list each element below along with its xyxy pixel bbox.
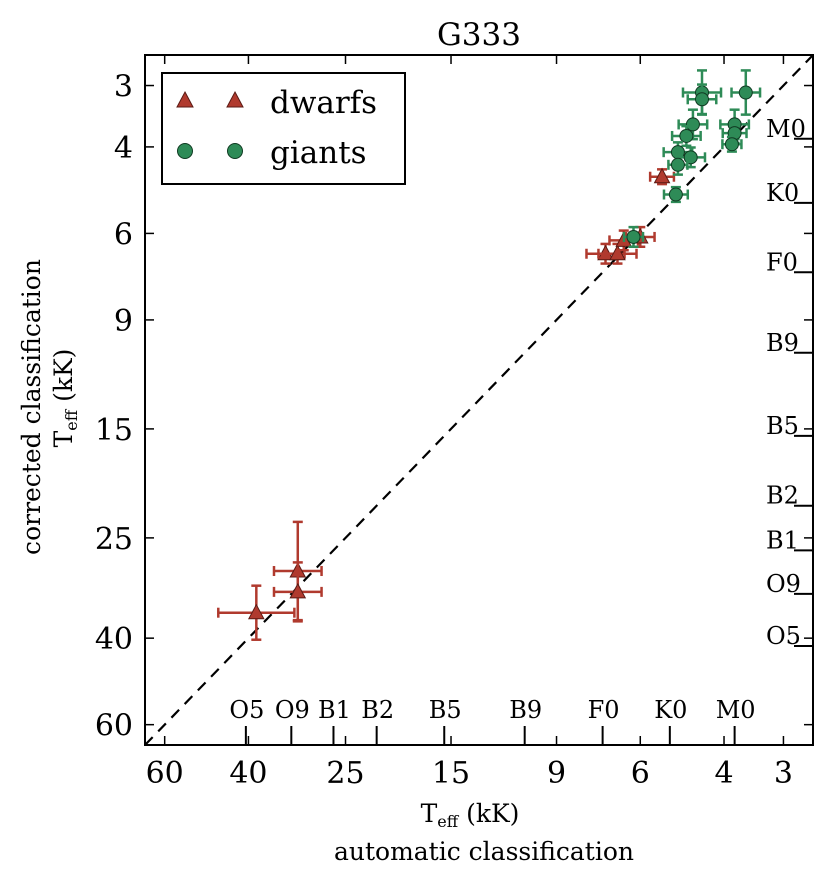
spectral-label-x: B1 — [318, 696, 351, 724]
giant-data-point — [670, 157, 685, 172]
spectral-label-x: M0 — [716, 696, 756, 724]
spectral-label-x: O9 — [275, 696, 310, 724]
x-tick-label: 4 — [714, 756, 733, 791]
y-tick-label: 9 — [114, 304, 133, 339]
y-tick-label: 4 — [114, 131, 133, 166]
giant-data-point — [679, 128, 694, 143]
spectral-label-x: O5 — [229, 696, 264, 724]
spectral-label-y: B2 — [766, 482, 799, 510]
x-tick-label: 25 — [326, 756, 364, 791]
spectral-label-y: B1 — [766, 526, 799, 554]
spectral-label-y: K0 — [766, 179, 799, 207]
x-axis-title-line2: automatic classification — [334, 837, 634, 866]
x-axis-title-line1: Teff (kK) — [421, 799, 520, 831]
spectral-type-labels: O5 O9 B1 B2 B5 B9 F0 K0 M0 M0 K0 F0 B9 B5 B2 B1 O9 O5 — [229, 115, 813, 745]
giant-data-point — [683, 150, 698, 165]
dwarf-data-point — [247, 603, 265, 620]
y-tick-label: 40 — [95, 622, 133, 657]
giant-data-point — [738, 85, 753, 100]
spectral-label-y: O5 — [766, 622, 801, 650]
spectral-label-y: B5 — [766, 412, 799, 440]
y-axis-title-line1: corrected classification — [17, 259, 46, 555]
legend-giant-marker-1 — [177, 143, 193, 159]
spectral-label-y: O9 — [766, 570, 801, 598]
legend-dwarf-marker-2 — [226, 90, 244, 108]
legend-dwarf-marker-1 — [176, 90, 194, 108]
data-points — [217, 69, 762, 641]
y-tick-label: 15 — [95, 413, 133, 448]
giant-data-point — [724, 137, 739, 152]
dwarf-data-point — [653, 167, 671, 184]
x-tick-label: 60 — [146, 756, 184, 791]
legend-giant-marker-2 — [227, 143, 243, 159]
dwarf-data-point — [609, 244, 626, 261]
giant-data-point — [668, 187, 683, 202]
giant-data-point — [626, 229, 641, 244]
x-axis-title: Teff (kK) automatic classification — [334, 799, 634, 866]
y-tick-label: 3 — [114, 70, 133, 105]
y-axis-title-line2: Teff (kK) — [49, 349, 81, 448]
y-tick-label: 60 — [95, 709, 133, 744]
chart-title: G333 — [437, 17, 521, 53]
spectral-label-x: B2 — [361, 696, 394, 724]
x-tick-label: 40 — [229, 756, 267, 791]
spectral-label-x: B5 — [429, 696, 462, 724]
legend: dwarfs giants — [161, 72, 406, 185]
spectral-label-y: B9 — [766, 329, 799, 357]
dwarf-data-point — [289, 582, 307, 599]
spectral-label-y: F0 — [766, 248, 798, 276]
y-tick-label: 25 — [95, 522, 133, 557]
spectral-label-x: K0 — [654, 696, 687, 724]
axis-ticks: 60 40 25 15 9 6 4 3 3 4 6 9 15 25 40 60 — [95, 55, 813, 791]
giant-data-point — [685, 117, 700, 132]
plot-frame — [144, 54, 814, 746]
x-tick-label: 6 — [631, 756, 650, 791]
legend-giants-label: giants — [270, 135, 367, 171]
spectral-label-x: B9 — [509, 696, 542, 724]
legend-box — [161, 72, 406, 185]
y-axis-title: corrected classification Teff (kK) — [17, 259, 81, 555]
legend-dwarfs-label: dwarfs — [270, 85, 377, 121]
giant-data-point — [695, 92, 710, 107]
x-tick-label: 9 — [547, 756, 566, 791]
spectral-label-x: F0 — [588, 696, 620, 724]
x-tick-label: 15 — [432, 756, 470, 791]
x-tick-label: 3 — [774, 756, 793, 791]
y-tick-label: 6 — [114, 217, 133, 252]
spectral-label-y: M0 — [766, 115, 806, 143]
